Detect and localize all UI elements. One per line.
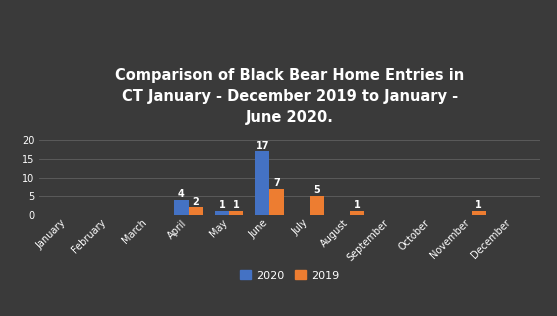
Bar [174, 200, 189, 215]
Text: 4: 4 [178, 189, 185, 199]
Text: 7: 7 [273, 178, 280, 188]
Bar [215, 211, 229, 215]
Bar [270, 189, 284, 215]
Text: 5: 5 [314, 185, 320, 196]
Legend: 2020, 2019: 2020, 2019 [236, 266, 344, 285]
Bar [350, 211, 364, 215]
Bar [229, 211, 243, 215]
Text: 1: 1 [233, 200, 240, 210]
Text: 1: 1 [354, 200, 361, 210]
Bar [189, 207, 203, 215]
Bar [310, 196, 324, 215]
Text: 1: 1 [218, 200, 225, 210]
Text: 2: 2 [192, 197, 199, 207]
Bar [255, 151, 270, 215]
Bar [472, 211, 486, 215]
Text: 1: 1 [475, 200, 482, 210]
Title: Comparison of Black Bear Home Entries in
CT January - December 2019 to January -: Comparison of Black Bear Home Entries in… [115, 68, 465, 125]
Text: 17: 17 [256, 141, 269, 151]
